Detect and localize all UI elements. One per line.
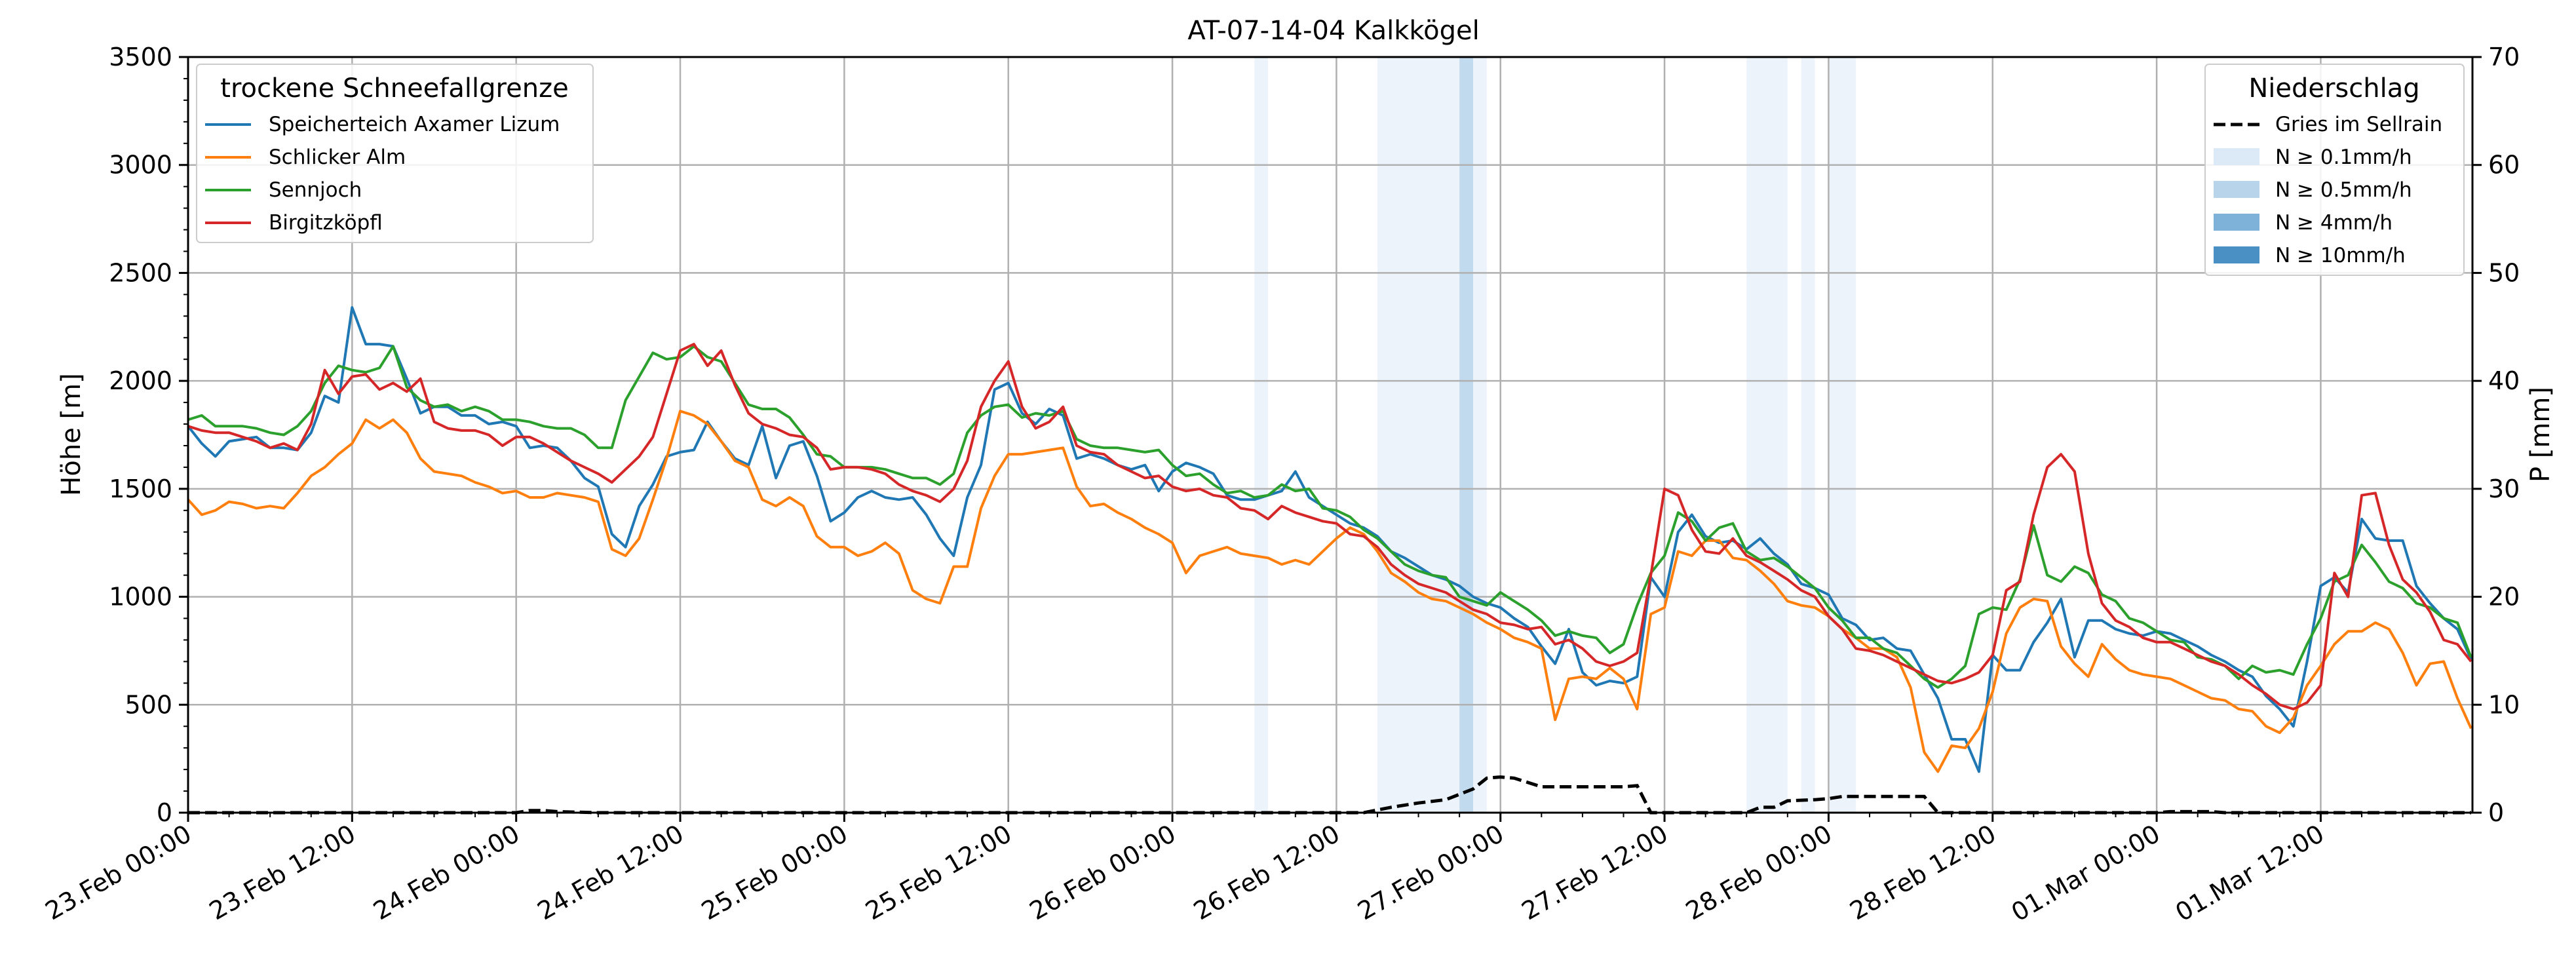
x-tick-label: 25.Feb 00:00 — [697, 819, 853, 926]
precip-band — [1801, 57, 1815, 813]
precip-band — [1746, 57, 1788, 813]
right-y-axis: 0 10 20 30 40 50 60 70 — [2472, 43, 2520, 827]
series-line — [187, 343, 2472, 710]
x-tick-label: 24.Feb 12:00 — [533, 819, 689, 926]
x-tick-label: 28.Feb 00:00 — [1681, 819, 1837, 926]
precipitation-bands — [1254, 57, 1856, 813]
precip-legend-label: N ≥ 4mm/h — [2275, 211, 2393, 235]
precip-band — [1459, 57, 1474, 813]
x-tick-label: 24.Feb 00:00 — [368, 819, 524, 926]
snow-legend-title: trockene Schneefallgrenze — [220, 73, 568, 104]
y-tick-label-left: 500 — [125, 690, 172, 719]
snow-legend-entries: Speicherteich Axamer Lizum Schlicker Alm S… — [205, 113, 560, 235]
series-line — [187, 306, 2472, 773]
x-tick-label: 27.Feb 00:00 — [1353, 819, 1509, 926]
y-tick-label-left: 1500 — [109, 474, 172, 503]
series-line — [187, 410, 2472, 773]
snow-legend-label: Sennjoch — [269, 178, 362, 202]
precip-legend-title: Niederschlag — [2248, 73, 2419, 104]
precipitation-line — [188, 775, 2471, 815]
y-tick-label-right: 30 — [2488, 474, 2520, 503]
y-axis-label-right: P [mm] — [2526, 387, 2556, 482]
precip-legend-swatch — [2214, 214, 2259, 231]
y-axis-label-left: Höhe [m] — [56, 373, 87, 495]
precip-line-path — [188, 775, 2471, 815]
precip-legend: Niederschlag Gries im Sellrain N ≥ 0.1mm… — [2204, 64, 2465, 276]
x-axis: 23.Feb 00:00 23.Feb 12:00 24.Feb 00:00 24.F… — [41, 813, 2445, 927]
snow-legend-label: Birgitzköpfl — [269, 211, 383, 235]
precip-legend-box — [2204, 64, 2465, 276]
left-y-axis: 0 500 1000 1500 2000 2500 3000 3500 — [109, 43, 188, 827]
precip-band — [1254, 57, 1269, 813]
series-line — [187, 345, 2472, 689]
y-tick-label-left: 2000 — [109, 366, 172, 395]
y-tick-label-left: 0 — [157, 798, 172, 827]
x-tick-label: 26.Feb 00:00 — [1025, 819, 1181, 926]
snow-legend-label: Schlicker Alm — [269, 145, 406, 169]
precip-legend-label: N ≥ 10mm/h — [2275, 244, 2406, 267]
series-lines — [187, 306, 2472, 773]
precip-legend-label: N ≥ 0.5mm/h — [2275, 178, 2412, 202]
x-tick-label: 25.Feb 12:00 — [860, 819, 1016, 926]
y-tick-label-left: 2500 — [109, 258, 172, 287]
y-tick-label-right: 70 — [2488, 43, 2520, 71]
x-tick-label: 27.Feb 12:00 — [1517, 819, 1673, 926]
snow-legend-box — [196, 64, 594, 243]
precip-band — [1473, 57, 1487, 813]
precip-legend-swatch — [2214, 148, 2259, 165]
precip-band — [1377, 57, 1460, 813]
y-tick-label-right: 0 — [2488, 798, 2504, 827]
x-tick-label: 26.Feb 12:00 — [1189, 819, 1345, 926]
snow-legend: trockene Schneefallgrenze Speicherteich … — [196, 64, 594, 243]
chart-title: AT-07-14-04 Kalkkögel — [1187, 16, 1479, 46]
precip-legend-bands: N ≥ 0.1mm/h N ≥ 0.5mm/h N ≥ 4mm/h N ≥ 10mm/… — [2214, 145, 2412, 267]
precip-legend-line-label: Gries im Sellrain — [2275, 113, 2442, 136]
y-tick-label-left: 3000 — [109, 151, 172, 180]
plot-frame — [187, 56, 2474, 814]
precip-legend-swatch — [2214, 181, 2259, 198]
y-tick-label-left: 1000 — [109, 583, 172, 611]
y-tick-label-right: 40 — [2488, 366, 2520, 395]
precip-legend-label: N ≥ 0.1mm/h — [2275, 145, 2412, 169]
y-tick-label-right: 20 — [2488, 583, 2520, 611]
y-tick-label-right: 10 — [2488, 690, 2520, 719]
x-tick-label: 23.Feb 00:00 — [41, 819, 197, 926]
precip-band — [1828, 57, 1856, 813]
x-tick-label: 01.Mar 12:00 — [2170, 819, 2329, 927]
snow-legend-label: Speicherteich Axamer Lizum — [269, 113, 560, 136]
x-tick-label: 01.Mar 00:00 — [2007, 819, 2165, 927]
y-tick-label-left: 3500 — [109, 43, 172, 71]
x-tick-label: 28.Feb 12:00 — [1845, 819, 2001, 926]
y-tick-label-right: 60 — [2488, 151, 2520, 180]
x-tick-label: 23.Feb 12:00 — [204, 819, 360, 926]
y-tick-label-right: 50 — [2488, 258, 2520, 287]
precip-legend-swatch — [2214, 246, 2259, 263]
